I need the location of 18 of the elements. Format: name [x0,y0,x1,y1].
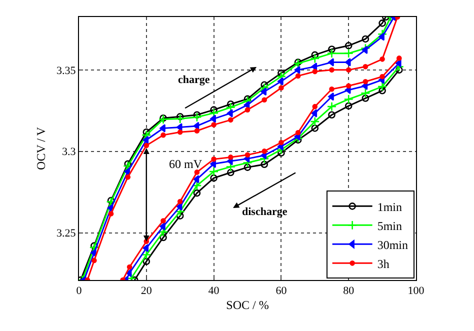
legend-label: 30min [377,238,408,252]
x-tick-label: 40 [208,285,220,298]
legend-label: 5min [377,218,402,233]
x-tick-label: 80 [343,285,355,298]
y-tick-label: 3.3 [62,146,76,158]
x-tick-label: 20 [140,285,152,298]
x-tick-label: 100 [408,285,425,298]
annotation: 60 mV [169,157,202,171]
x-tick-label: 0 [76,285,82,298]
legend-label: 3h [377,256,390,271]
y-tick-label: 3.35 [56,64,76,77]
legend-label: 1min [377,200,402,214]
annotation: charge [178,74,210,86]
annotation: discharge [242,206,288,218]
y-tick-label: 3.25 [56,228,76,240]
x-tick-label: 60 [276,285,288,298]
y-axis-title: OCV / V [34,126,48,170]
x-axis-title: SOC / % [226,298,269,312]
